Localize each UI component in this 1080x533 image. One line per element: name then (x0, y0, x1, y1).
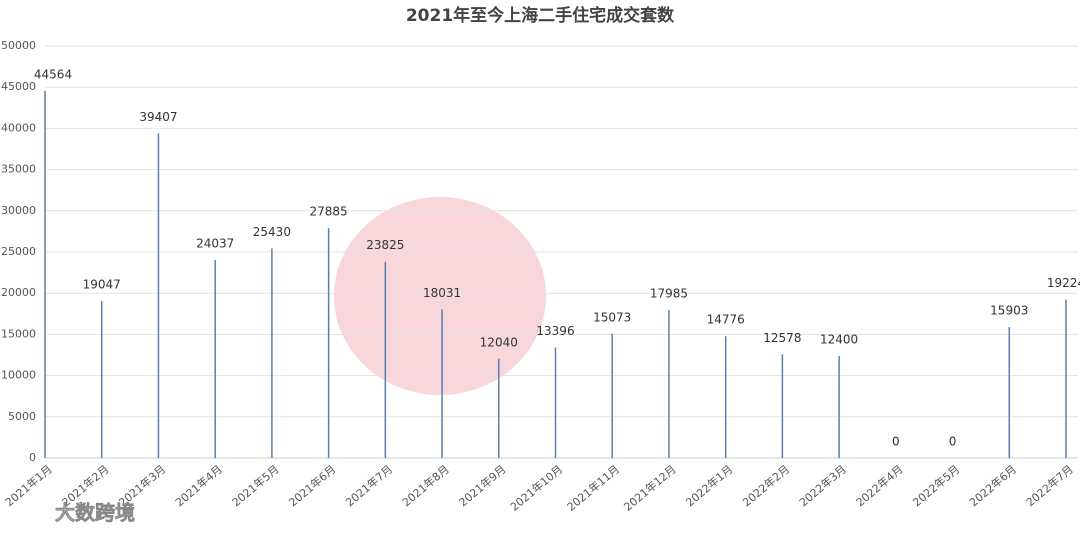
highlight-circle (334, 197, 546, 395)
bar (554, 347, 557, 458)
x-tick-label: 2021年1月 (2, 462, 55, 509)
value-label: 12040 (480, 335, 518, 349)
y-tick-label: 25000 (1, 245, 36, 258)
y-tick-label: 50000 (1, 39, 36, 52)
bar (1065, 299, 1067, 458)
bar (498, 358, 500, 458)
bar (44, 90, 46, 459)
y-tick-label: 40000 (1, 121, 36, 134)
value-label: 13396 (536, 324, 574, 338)
bar (611, 333, 613, 458)
value-label: 25430 (253, 225, 291, 239)
x-tick-label: 2022年4月 (853, 462, 906, 509)
x-tick-label: 2021年6月 (286, 462, 339, 509)
x-tick-label: 2022年2月 (740, 462, 793, 509)
x-tick-label: 2021年9月 (456, 462, 509, 509)
value-label: 24037 (196, 236, 234, 250)
value-label: 18031 (423, 286, 461, 300)
y-tick-label: 0 (29, 451, 36, 464)
bar (1008, 326, 1011, 458)
bar (214, 259, 216, 458)
value-label: 14776 (707, 313, 745, 327)
bar (384, 261, 387, 458)
x-tick-label: 2021年8月 (399, 462, 452, 509)
bar (781, 354, 784, 458)
value-label: 15073 (593, 310, 631, 324)
value-label: 23825 (366, 238, 404, 252)
value-label: 15903 (990, 303, 1028, 317)
value-label: 12400 (820, 332, 858, 346)
watermark: 大数跨境 (55, 501, 135, 525)
x-tick-label: 2021年10月 (507, 462, 565, 514)
bar (724, 336, 727, 458)
x-tick-label: 2021年4月 (172, 462, 225, 509)
x-tick-label: 2022年1月 (683, 462, 736, 509)
chart-title: 2021年至今上海二手住宅成交套数 (406, 5, 675, 26)
bar (100, 301, 103, 458)
bar (668, 309, 670, 458)
value-label: 27885 (310, 205, 348, 219)
x-tick-label: 2021年7月 (343, 462, 396, 509)
x-tick-label: 2022年7月 (1023, 462, 1076, 509)
x-tick-label: 2022年6月 (966, 462, 1019, 509)
y-tick-label: 10000 (1, 369, 36, 382)
value-label: 44564 (34, 67, 72, 81)
value-label: 19224 (1047, 276, 1080, 290)
value-label: 0 (949, 435, 957, 449)
bar (157, 133, 160, 458)
x-tick-label: 2022年3月 (796, 462, 849, 509)
value-label: 12578 (763, 331, 801, 345)
value-label: 19047 (83, 278, 121, 292)
y-tick-label: 30000 (1, 204, 36, 217)
x-tick-label: 2021年11月 (564, 462, 622, 514)
bar (441, 309, 443, 458)
bar (271, 248, 273, 458)
x-tick-label: 2022年5月 (910, 462, 963, 509)
x-tick-label: 2021年12月 (621, 462, 679, 514)
value-label: 39407 (139, 110, 177, 124)
bar (838, 355, 840, 458)
value-label: 0 (892, 435, 900, 449)
y-tick-label: 20000 (1, 286, 36, 299)
y-tick-label: 35000 (1, 163, 36, 176)
y-tick-label: 5000 (8, 410, 36, 423)
x-tick-label: 2021年5月 (229, 462, 282, 509)
y-tick-label: 15000 (1, 327, 36, 340)
value-label: 17985 (650, 286, 688, 300)
y-tick-label: 45000 (1, 80, 36, 93)
bar (327, 228, 330, 458)
